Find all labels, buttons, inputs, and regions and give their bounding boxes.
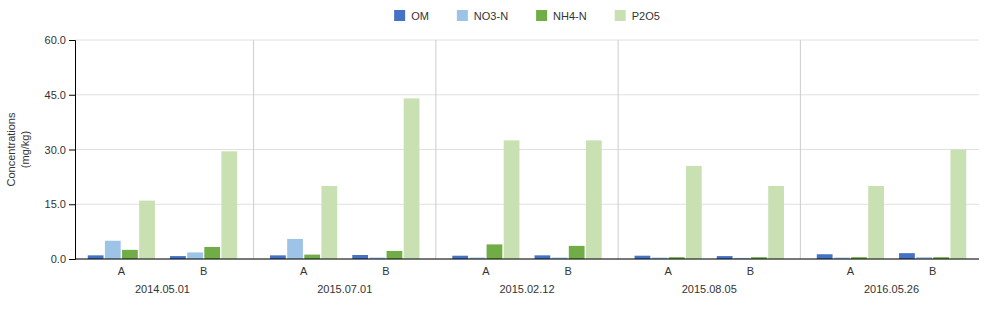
bar [88,255,104,259]
y-axis-title: Concentrations(mg/kg) [5,112,30,186]
legend-label: P2O5 [632,10,660,22]
legend-swatch [615,10,626,21]
y-tick: 0.0 [51,253,75,265]
grid-line [75,94,979,95]
y-tick: 30.0 [45,144,75,156]
bar [321,186,337,259]
legend-label: NO3-N [474,10,508,22]
y-axis-title-line: Concentrations [5,112,17,186]
bar [586,140,602,259]
legend-swatch [394,10,405,21]
x-group-label: 2015.07.01 [317,283,372,295]
legend-item: NH4-N [536,10,587,22]
legend-label: OM [411,10,429,22]
bar [352,255,368,259]
x-tick-label: A [482,265,490,277]
y-tick-label: 45.0 [45,89,66,101]
bars [88,98,966,259]
x-axis-line [75,259,979,260]
dividers [254,40,801,259]
x-tick-label: A [664,265,672,277]
y-tick: 45.0 [45,89,75,101]
bar [487,244,503,259]
bar [139,201,155,259]
x-group-label: 2015.02.12 [499,283,554,295]
x-group-label: 2014.05.01 [135,283,190,295]
x-tick-label: B [929,265,936,277]
y-tick-mark [69,150,75,151]
bar [270,255,286,259]
group-divider [618,40,619,259]
bar [504,140,520,259]
legend: OM NO3-N NH4-N P2O5 [394,10,660,22]
bar [287,239,303,259]
group-divider [435,40,436,259]
legend-swatch [536,10,547,21]
group-divider [253,40,254,259]
bar [899,253,915,259]
y-tick-label: 15.0 [45,198,66,210]
x-group-label: 2016.05.26 [864,283,919,295]
y-tick-mark [69,259,75,260]
bar [404,98,420,259]
y-tick-mark [69,95,75,96]
y-tick-label: 0.0 [51,253,66,265]
legend-item: NO3-N [457,10,508,22]
y-axis: 0.0 15.0 30.0 45.0 60.0 [45,34,76,265]
grid-line [75,204,979,205]
legend-item: P2O5 [615,10,660,22]
legend-label: NH4-N [553,10,587,22]
x-group-label: 2015.08.05 [682,283,737,295]
y-tick: 15.0 [45,198,75,210]
bar [221,151,237,259]
legend-swatch [457,10,468,21]
grid [75,40,979,259]
y-tick-label: 60.0 [45,34,66,46]
y-tick: 60.0 [45,34,75,46]
bar [686,166,702,259]
x-tick-label: B [564,265,571,277]
x-tick-label: A [118,265,126,277]
bar [817,254,833,259]
grid-line [75,149,979,150]
bar [204,247,220,259]
y-tick-mark [69,204,75,205]
bar [535,255,551,259]
bar [950,150,966,260]
x-tick-label: B [747,265,754,277]
grid-line [75,40,979,41]
x-labels: A B A B A B A B A B 2014.05.01 2015.07.01 2015.02.12… [118,265,937,295]
y-axis-title-line: (mg/kg) [19,131,31,168]
y-tick-mark [69,40,75,41]
y-axis-line [69,41,76,260]
bar [768,186,784,259]
bar [569,246,585,259]
bar [187,252,203,259]
bar [304,255,320,259]
bar [868,186,884,259]
bar [122,250,138,259]
x-tick-label: A [300,265,308,277]
grid-line [75,259,979,260]
y-tick-label: 30.0 [45,144,66,156]
x-tick-label: B [382,265,389,277]
x-tick-label: B [200,265,207,277]
x-tick-label: A [847,265,855,277]
bar [387,251,403,259]
chart: 0.0 15.0 30.0 45.0 60.0 A B A B A B A B A B 2014.05.01 2… [0,0,994,309]
legend-item: OM [394,10,429,22]
group-divider [800,40,801,259]
bar [105,241,121,259]
